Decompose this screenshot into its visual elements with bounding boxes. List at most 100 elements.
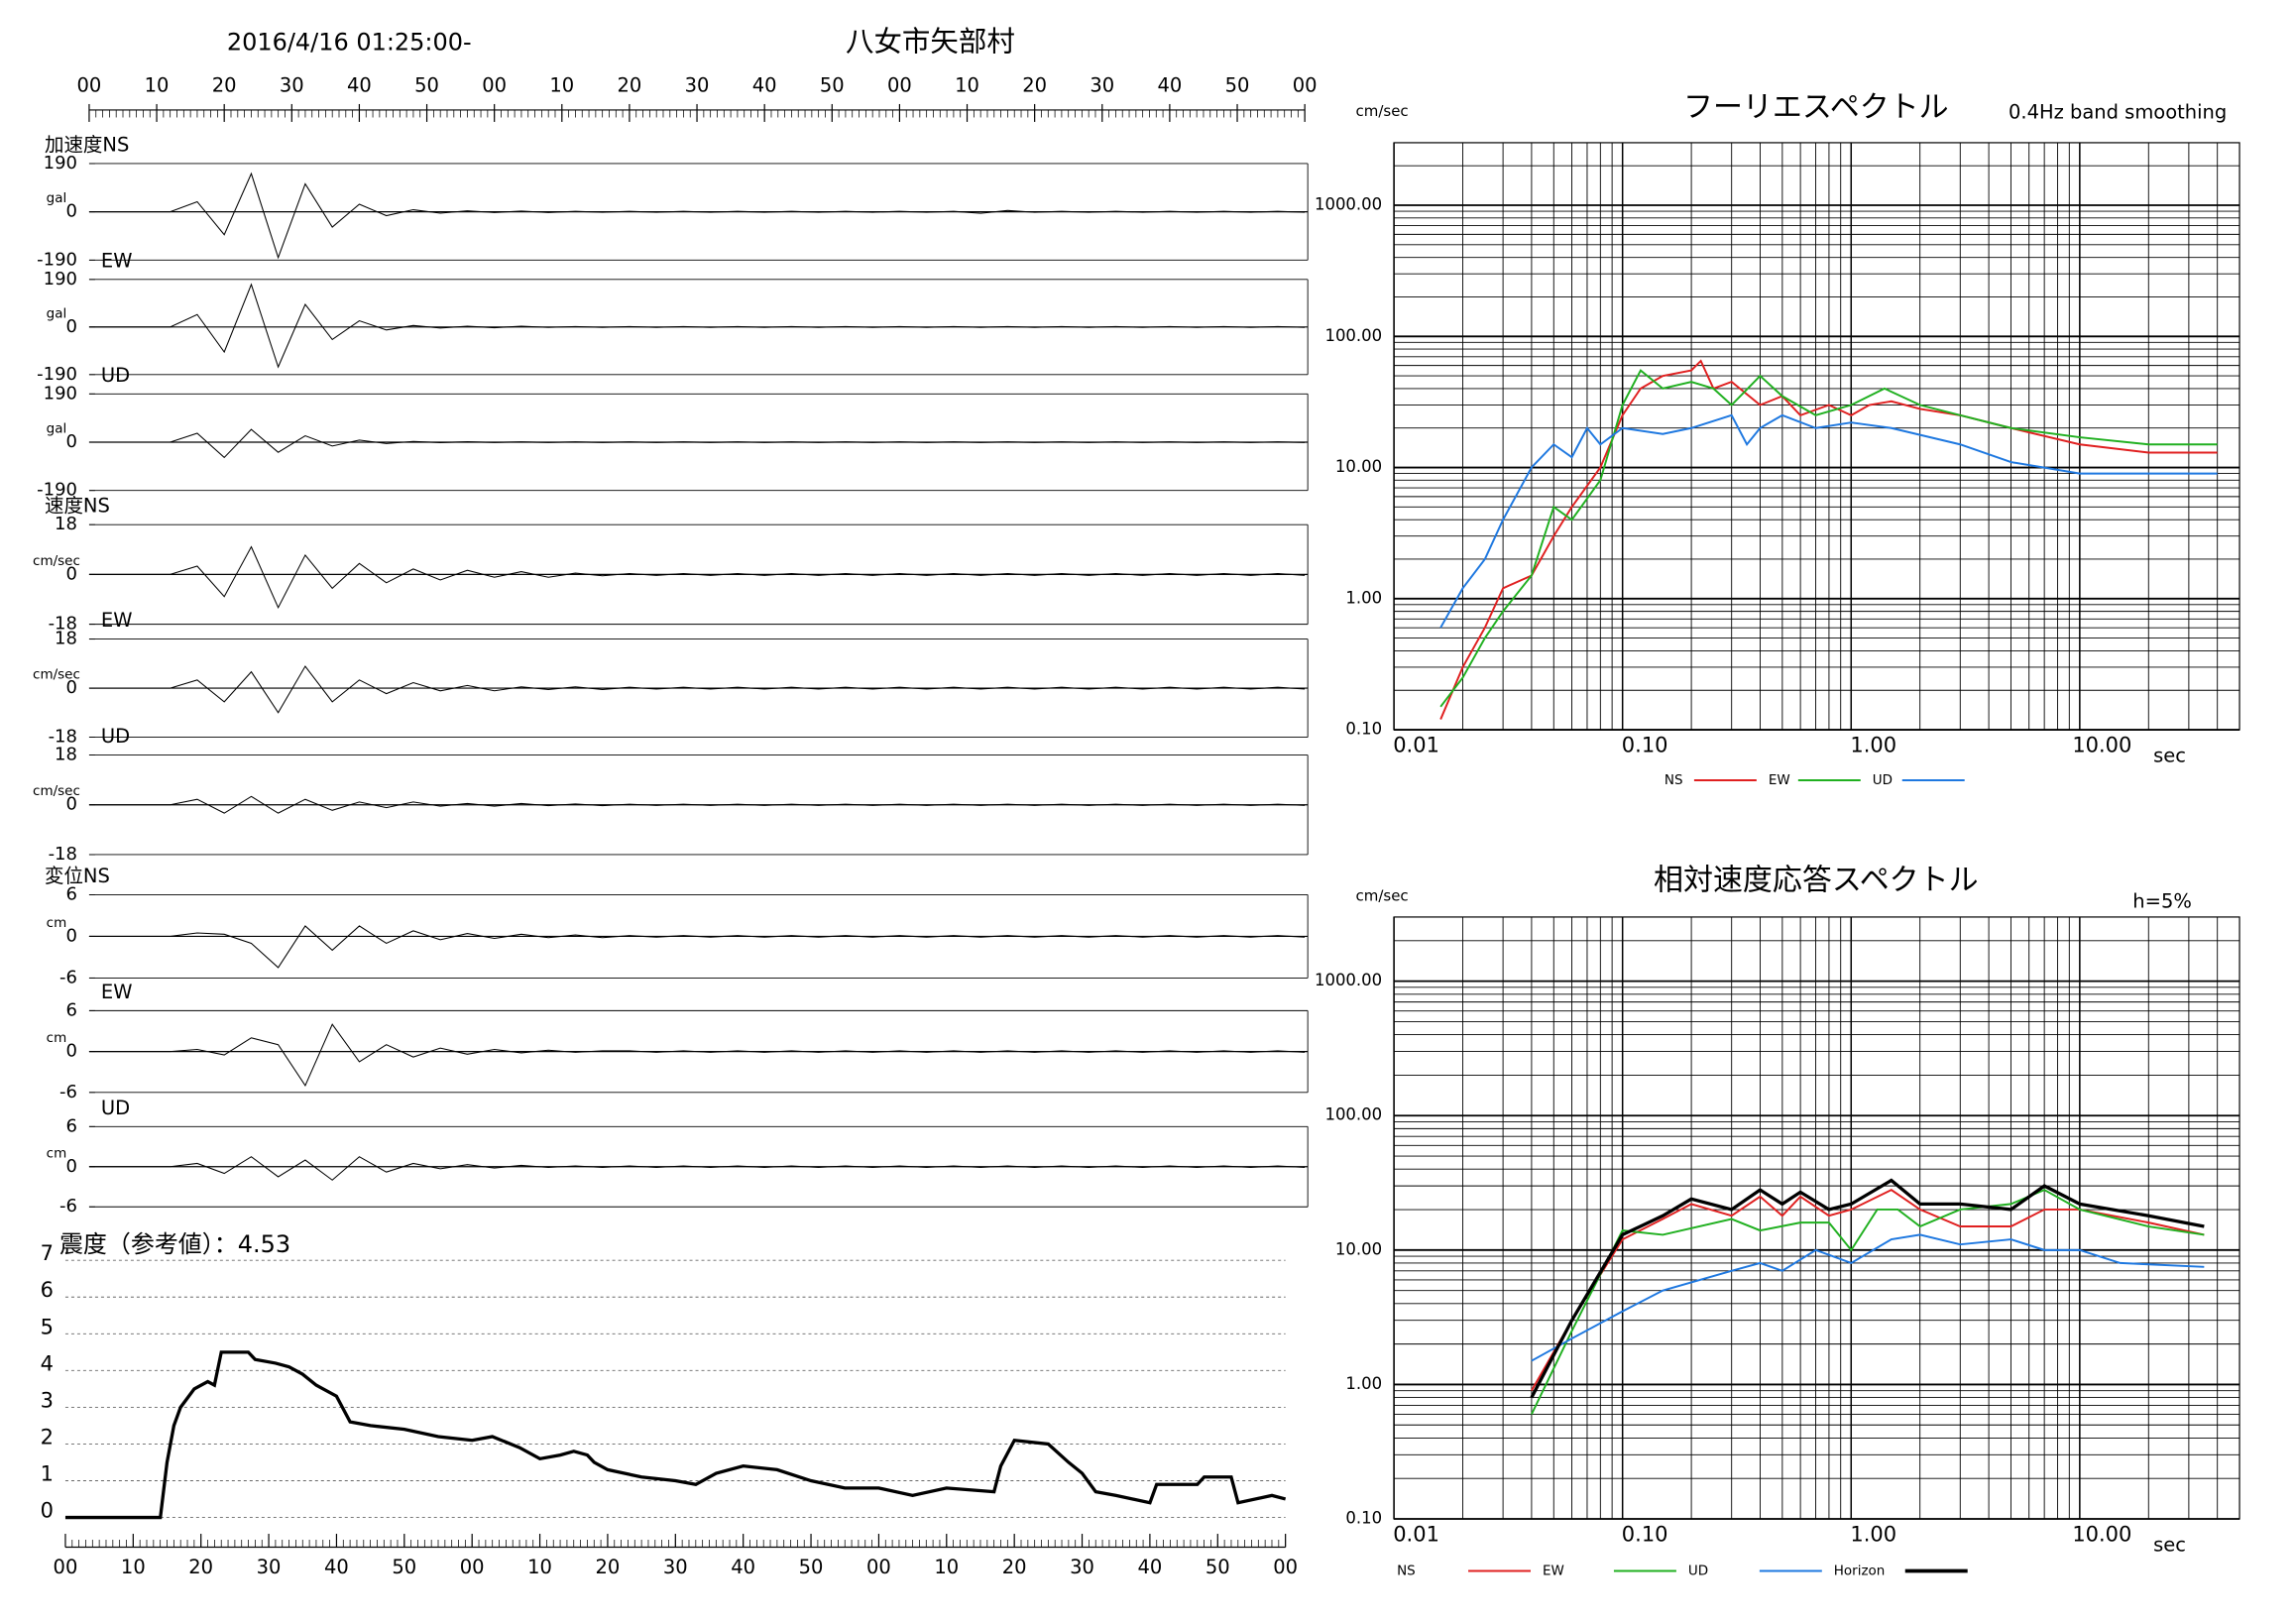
y-tick-label: 0	[66, 677, 77, 698]
panel-label: 変位NS	[45, 865, 110, 887]
time-tick-label: 00	[460, 1556, 485, 1578]
time-tick-label: 30	[663, 1556, 688, 1578]
y-tick-label: -190	[37, 480, 77, 501]
time-tick-label: 30	[280, 73, 304, 96]
waveform-trace	[88, 1156, 1306, 1181]
panel-label: UD	[101, 1097, 130, 1119]
time-tick-label: 40	[1138, 1556, 1163, 1578]
waveform-trace	[88, 172, 1306, 260]
time-tick-label: 50	[799, 1556, 824, 1578]
time-tick-label: 40	[752, 73, 777, 96]
time-tick-label: 20	[618, 73, 642, 96]
unit-label: cm	[47, 1030, 67, 1046]
chart-subtitle: h=5%	[2132, 889, 2192, 912]
y-tick-label: 190	[44, 153, 77, 174]
unit-label: cm/sec	[33, 667, 80, 683]
y-tick-label: 1000.00	[1315, 195, 1382, 214]
y-tick-label: -6	[59, 1082, 77, 1102]
y-tick-label: 7	[41, 1241, 54, 1265]
x-axis-label: sec	[2153, 1534, 2186, 1557]
spectrum-line	[1531, 1233, 2205, 1362]
spectrum-line	[1530, 1178, 2205, 1399]
panel-label: EW	[101, 249, 133, 272]
legend-label: Horizon	[1834, 1564, 1886, 1579]
time-tick-label: 40	[324, 1556, 349, 1578]
y-tick-label: 6	[66, 1115, 77, 1136]
waveform-trace	[88, 545, 1306, 610]
y-tick-label: 0	[66, 431, 77, 452]
legend-label: NS	[1665, 772, 1683, 788]
spectrum-line	[1531, 1189, 2205, 1415]
waveform-trace	[88, 1023, 1306, 1088]
y-tick-label: 10.00	[1335, 1239, 1382, 1258]
y-tick-label: -18	[49, 844, 77, 865]
time-tick-label: 20	[596, 1556, 621, 1578]
time-tick-label: 00	[887, 73, 912, 96]
unit-label: cm/sec	[33, 783, 80, 799]
time-tick-label: 00	[866, 1556, 891, 1578]
y-tick-label: 1	[41, 1461, 54, 1485]
time-tick-label: 20	[1002, 1556, 1027, 1578]
waveform-trace	[88, 665, 1306, 714]
y-tick-label: -190	[37, 364, 77, 385]
y-tick-label: 0.10	[1345, 720, 1382, 739]
time-tick-label: 50	[1225, 73, 1250, 96]
plot-frame	[1393, 142, 2240, 731]
panel-label: EW	[101, 981, 133, 1003]
y-tick-label: 0	[66, 201, 77, 222]
spectrum-line	[1439, 413, 2218, 629]
time-tick-label: 40	[1158, 73, 1183, 96]
legend-label: UD	[1688, 1564, 1708, 1579]
x-tick-label: 0.01	[1393, 734, 1439, 757]
time-tick-label: 20	[1022, 73, 1047, 96]
y-tick-label: -6	[59, 1196, 77, 1217]
unit-label: cm	[47, 915, 67, 931]
panel-label: UD	[101, 725, 130, 748]
time-tick-label: 40	[731, 1556, 755, 1578]
time-tick-label: 30	[257, 1556, 282, 1578]
unit-label: gal	[47, 190, 67, 206]
plot-frame	[1393, 916, 2240, 1520]
unit-label: cm/sec	[33, 553, 80, 569]
y-tick-label: -18	[49, 614, 77, 635]
x-tick-label: 0.01	[1393, 1523, 1439, 1547]
y-tick-label: 10.00	[1335, 457, 1382, 476]
intensity-title: 震度（参考値）：4.53	[59, 1230, 290, 1258]
y-tick-label: 0	[66, 1156, 77, 1177]
y-tick-label: 0	[66, 563, 77, 584]
time-tick-label: 50	[1205, 1556, 1230, 1578]
waveform-trace	[88, 795, 1306, 814]
waveform-trace	[88, 428, 1306, 459]
y-tick-label: 3	[41, 1388, 54, 1412]
y-axis-label: cm/sec	[1356, 102, 1409, 120]
time-tick-label: 00	[54, 1556, 78, 1578]
time-tick-label: 00	[482, 73, 507, 96]
legend-label: EW	[1543, 1564, 1564, 1579]
time-tick-label: 20	[188, 1556, 213, 1578]
y-tick-label: 4	[41, 1351, 54, 1375]
x-tick-label: 1.00	[1850, 734, 1896, 757]
x-tick-label: 0.10	[1622, 1523, 1668, 1547]
legend-label: EW	[1769, 772, 1790, 788]
time-tick-label: 30	[1090, 73, 1114, 96]
y-tick-label: 0	[66, 316, 77, 337]
y-tick-label: 100.00	[1324, 326, 1382, 345]
panel-label: 加速度NS	[45, 133, 129, 156]
time-tick-label: 50	[820, 73, 845, 96]
time-tick-label: 50	[392, 1556, 416, 1578]
unit-label: gal	[47, 421, 67, 437]
time-tick-label: 20	[212, 73, 237, 96]
y-tick-label: 6	[66, 999, 77, 1020]
y-tick-label: 1.00	[1345, 588, 1382, 607]
waveform-trace	[88, 925, 1306, 969]
record-datetime: 2016/4/16 01:25:00-	[227, 29, 472, 57]
station-name: 八女市矢部村	[846, 26, 1015, 58]
chart-title: 相対速度応答スペクトル	[1654, 863, 1979, 897]
y-tick-label: 0	[66, 925, 77, 946]
time-tick-label: 30	[685, 73, 710, 96]
y-tick-label: 6	[41, 1278, 54, 1302]
y-tick-label: -6	[59, 967, 77, 987]
time-tick-label: 30	[1070, 1556, 1094, 1578]
time-tick-label: 10	[934, 1556, 959, 1578]
